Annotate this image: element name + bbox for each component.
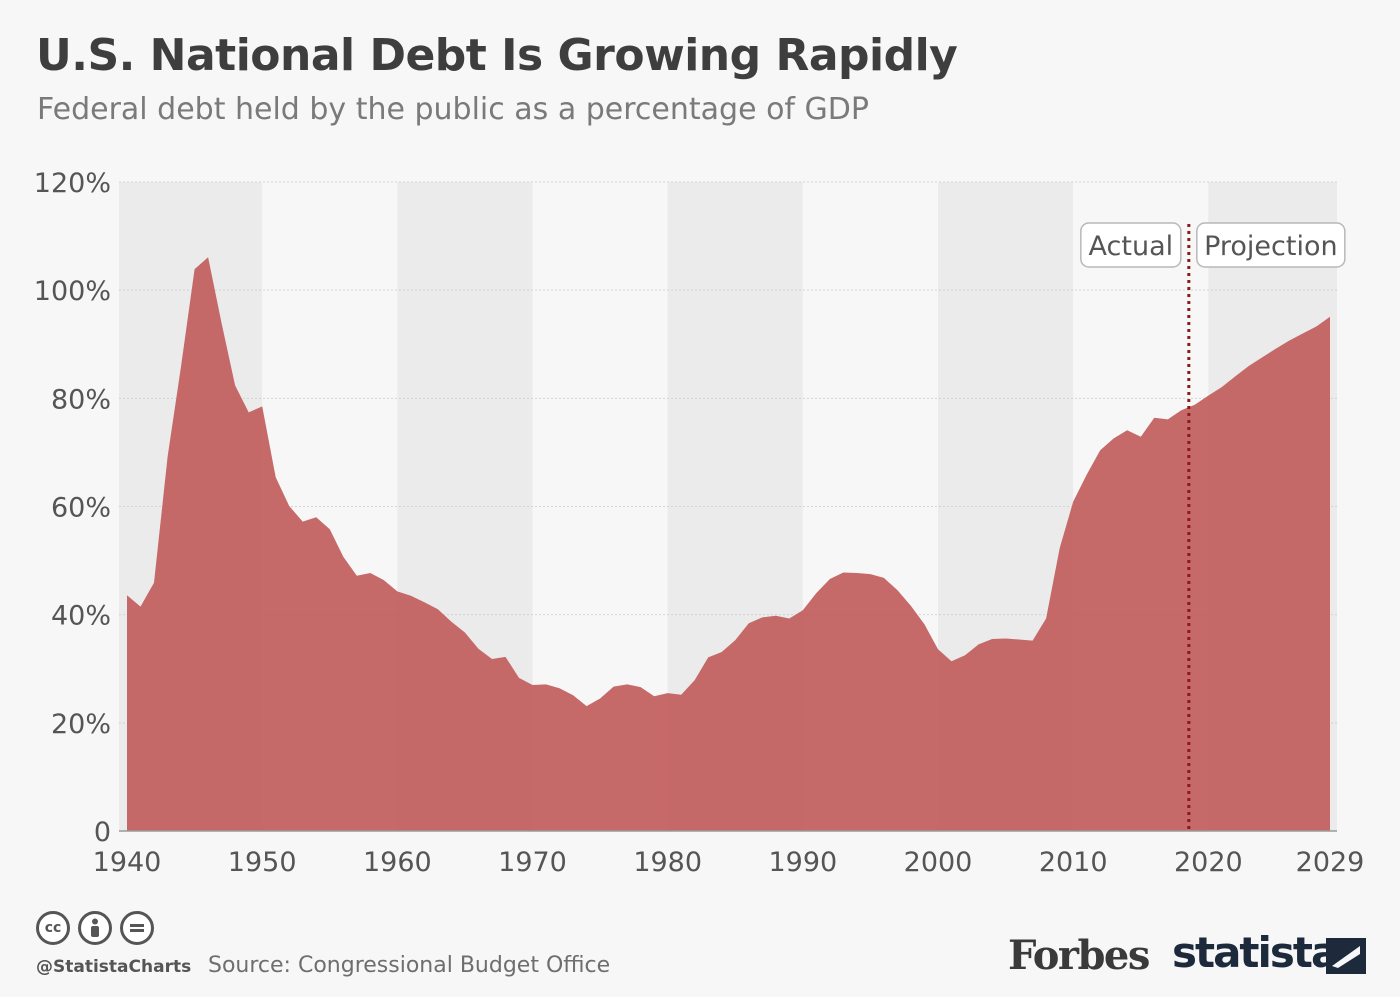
annotations: Actual Projection [1080,222,1346,831]
x-tick-label: 1980 [633,847,702,878]
forbes-logo: Forbes [1008,932,1150,979]
x-tick-label: 1960 [363,847,432,878]
chart-subtitle: Federal debt held by the public as a per… [37,92,869,127]
source-note: Source: Congressional Budget Office [208,953,611,978]
attribution-icon [78,911,112,945]
statista-logo: statista [1172,928,1339,977]
x-tick-label: 2000 [904,847,973,878]
actual-label: Actual [1089,231,1174,262]
y-tick-label: 0 [94,817,111,848]
projection-label: Projection [1204,231,1338,262]
x-tick-label: 1950 [228,847,297,878]
statista-handle: @StatistaCharts [36,957,192,977]
y-tick-label: 100% [34,276,111,307]
y-tick-label: 40% [51,601,111,632]
area-layer [127,257,1330,831]
x-tick-label: 1970 [498,847,567,878]
x-tick-label: 2010 [1039,847,1108,878]
actual-label-box [1080,222,1182,268]
no-derivatives-icon [120,911,154,945]
y-axis-ticks: 0 20% 40% 60% 80% 100% 120% [34,168,111,848]
license-icons: cc [36,911,154,945]
debt-area [127,257,1330,831]
x-tick-label: 2029 [1296,847,1365,878]
y-tick-label: 60% [51,493,111,524]
y-tick-label: 80% [51,384,111,415]
statista-mark-icon [1326,938,1366,974]
x-axis-ticks: 1940 1950 1960 1970 1980 1990 2000 2010 2020 2029 [93,847,1365,878]
chart-title: U.S. National Debt Is Growing Rapidly [36,30,958,81]
cc-icon: cc [36,911,70,945]
projection-label-box [1196,222,1346,268]
x-tick-label: 1990 [768,847,837,878]
y-tick-label: 120% [34,168,111,199]
y-tick-label: 20% [51,709,111,740]
x-tick-label: 1940 [93,847,162,878]
x-tick-label: 2020 [1174,847,1243,878]
